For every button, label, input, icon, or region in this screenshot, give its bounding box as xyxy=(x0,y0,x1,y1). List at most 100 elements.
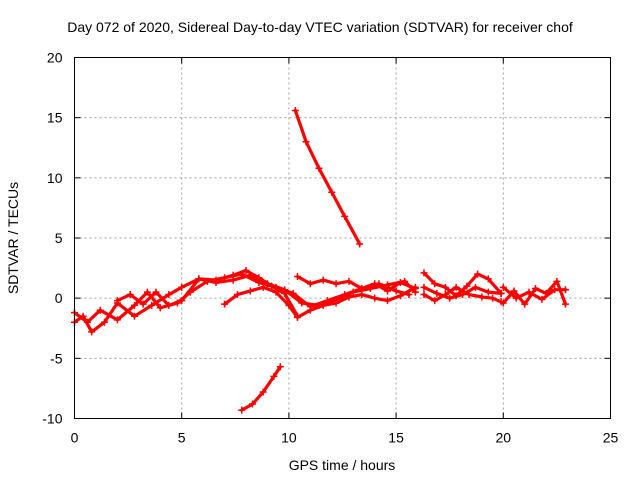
data-point xyxy=(156,304,164,312)
data-point xyxy=(276,363,284,371)
data-point xyxy=(431,280,439,288)
data-point xyxy=(411,285,419,293)
data-point xyxy=(212,279,220,287)
data-point xyxy=(512,294,520,302)
data-point xyxy=(293,313,301,321)
data-point xyxy=(246,287,254,295)
y-tick-label: 5 xyxy=(55,230,63,246)
series-arc-descending-high xyxy=(291,106,364,248)
data-point xyxy=(431,297,439,305)
data-point xyxy=(306,280,314,288)
data-point xyxy=(561,300,569,308)
data-point xyxy=(315,164,323,172)
series-arc-i xyxy=(499,277,569,308)
grid-layer xyxy=(74,57,611,419)
data-point xyxy=(96,306,104,314)
y-tick-label: 0 xyxy=(55,290,63,306)
data-point xyxy=(499,299,507,307)
data-point xyxy=(471,283,479,291)
data-point xyxy=(113,316,121,324)
data-point xyxy=(143,288,151,296)
series-arc-a xyxy=(71,266,301,336)
data-point xyxy=(478,293,486,301)
data-point xyxy=(349,288,357,296)
data-point xyxy=(148,301,156,309)
data-point xyxy=(101,318,109,326)
data-point xyxy=(246,271,254,279)
data-point xyxy=(229,276,237,284)
data-point xyxy=(263,280,271,288)
data-point xyxy=(178,297,186,305)
data-point xyxy=(113,297,121,305)
data-point xyxy=(345,277,353,285)
data-point xyxy=(178,283,186,291)
data-point xyxy=(420,269,428,277)
data-point xyxy=(371,294,379,302)
data-point xyxy=(238,406,246,414)
data-point xyxy=(358,291,366,299)
series-line xyxy=(223,285,417,319)
data-point xyxy=(345,293,353,301)
data-point xyxy=(88,328,96,336)
data-point xyxy=(298,299,306,307)
data-point xyxy=(538,295,546,303)
data-point xyxy=(459,291,467,299)
data-point xyxy=(525,288,533,296)
data-point xyxy=(561,286,569,294)
data-point xyxy=(285,301,293,309)
data-point xyxy=(291,106,299,114)
y-tick-label: 10 xyxy=(47,170,63,186)
data-point xyxy=(510,287,518,295)
data-point xyxy=(489,294,497,302)
y-tick-label: -5 xyxy=(50,350,63,366)
data-point xyxy=(341,212,349,220)
series-arc-d xyxy=(221,283,419,321)
data-point xyxy=(332,299,340,307)
data-point xyxy=(259,283,267,291)
data-point xyxy=(281,286,289,294)
series-arc-h xyxy=(420,283,505,302)
data-point xyxy=(384,287,392,295)
data-point xyxy=(484,288,492,296)
data-point xyxy=(319,276,327,284)
y-axis-label: SDTVAR / TECUs xyxy=(5,182,21,294)
series-arc-c xyxy=(113,271,419,309)
data-point xyxy=(131,312,139,320)
data-point xyxy=(420,291,428,299)
data-point xyxy=(392,287,400,295)
data-point xyxy=(83,318,91,326)
data-point xyxy=(463,282,471,290)
data-point xyxy=(452,283,460,291)
series-arc-j xyxy=(499,283,569,303)
data-point xyxy=(332,280,340,288)
data-point xyxy=(302,138,310,146)
data-point xyxy=(233,291,241,299)
data-point xyxy=(126,291,134,299)
data-point xyxy=(272,288,280,296)
x-tick-label: 5 xyxy=(178,430,186,446)
data-point xyxy=(319,301,327,309)
data-point xyxy=(259,388,267,396)
x-tick-label: 15 xyxy=(388,430,404,446)
data-point xyxy=(270,372,278,380)
data-point xyxy=(358,285,366,293)
chart-title: Day 072 of 2020, Sidereal Day-to-day VTE… xyxy=(67,19,573,35)
series-line xyxy=(293,108,362,246)
data-point xyxy=(165,301,173,309)
data-point xyxy=(152,288,160,296)
data-point xyxy=(195,275,203,283)
data-point xyxy=(248,400,256,408)
data-point xyxy=(293,273,301,281)
data-point xyxy=(474,270,482,278)
data-point xyxy=(328,188,336,196)
tick-layer: 0 5 10 15 20 25 -10 -5 0 5 10 15 20 xyxy=(42,50,618,446)
data-point xyxy=(499,283,507,291)
x-tick-label: 25 xyxy=(603,430,619,446)
data-point xyxy=(497,289,505,297)
x-tick-label: 0 xyxy=(71,430,79,446)
y-tick-label: 20 xyxy=(47,50,63,66)
data-point xyxy=(441,283,449,291)
series-arc-ascending-low xyxy=(238,363,284,414)
data-point xyxy=(306,306,314,314)
